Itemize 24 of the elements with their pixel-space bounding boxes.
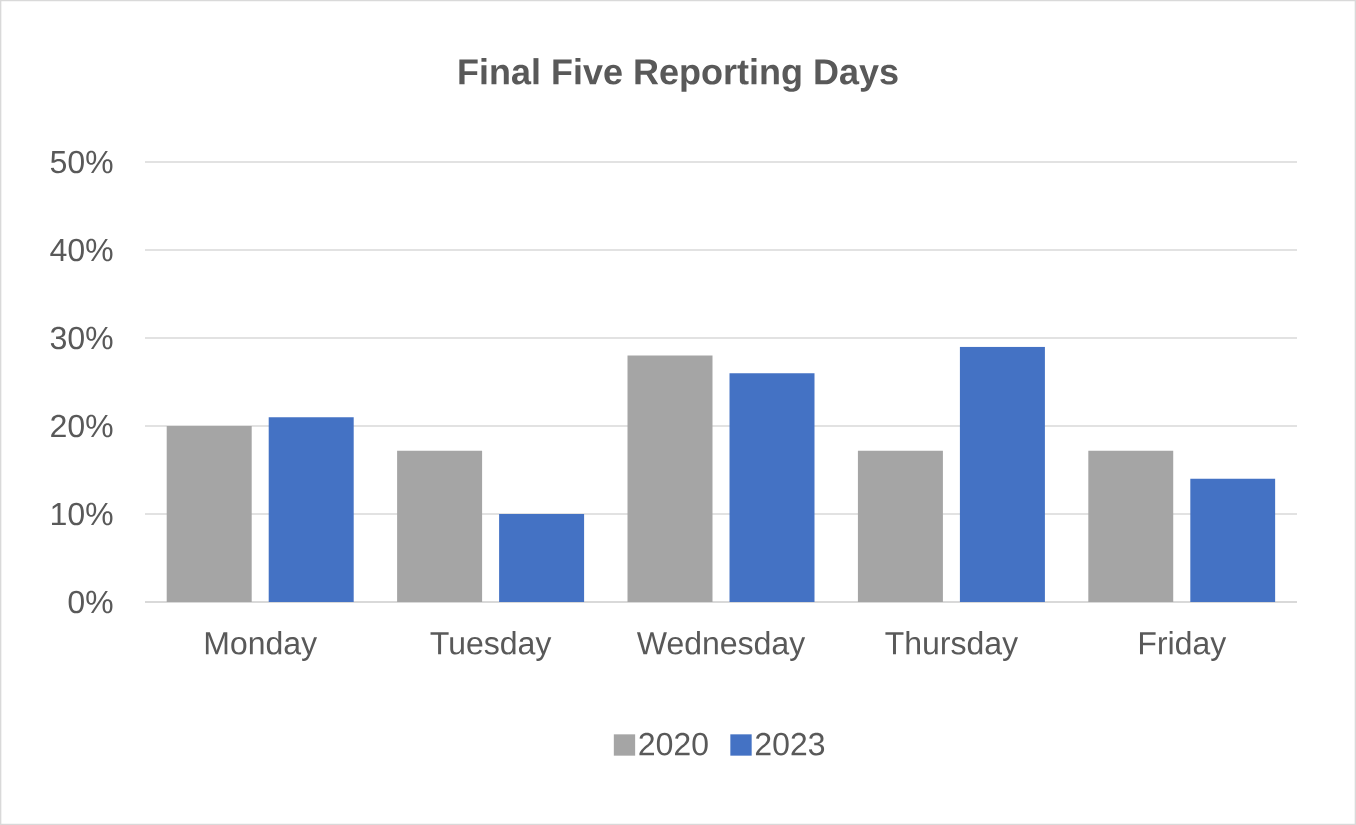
bar [166,426,252,602]
bar [1088,450,1174,602]
x-tick-label: Thursday [885,631,1019,661]
y-tick-label: 30% [50,326,113,350]
x-tick-label: Monday [205,631,318,661]
bar [729,373,815,602]
bar [499,514,585,602]
chart-title: Final Five Reporting Days [459,58,898,92]
x-tick-label: Friday [1139,631,1227,661]
bar [627,355,713,602]
bar [857,450,943,602]
bar [959,346,1045,602]
legend-label: 2020 [639,732,708,756]
y-tick-label: 50% [50,150,113,174]
y-tick-label: 10% [52,502,113,526]
x-tick-label: Wednesday [636,631,806,661]
y-tick-label: 0% [68,590,113,614]
y-tick-label: 20% [51,414,113,438]
bar [397,450,483,602]
y-tick-label: 40% [50,238,113,262]
bar [1190,478,1276,602]
x-tick-label: Tuesday [430,631,552,661]
bar [268,417,354,602]
legend-label: 2023 [755,732,825,756]
